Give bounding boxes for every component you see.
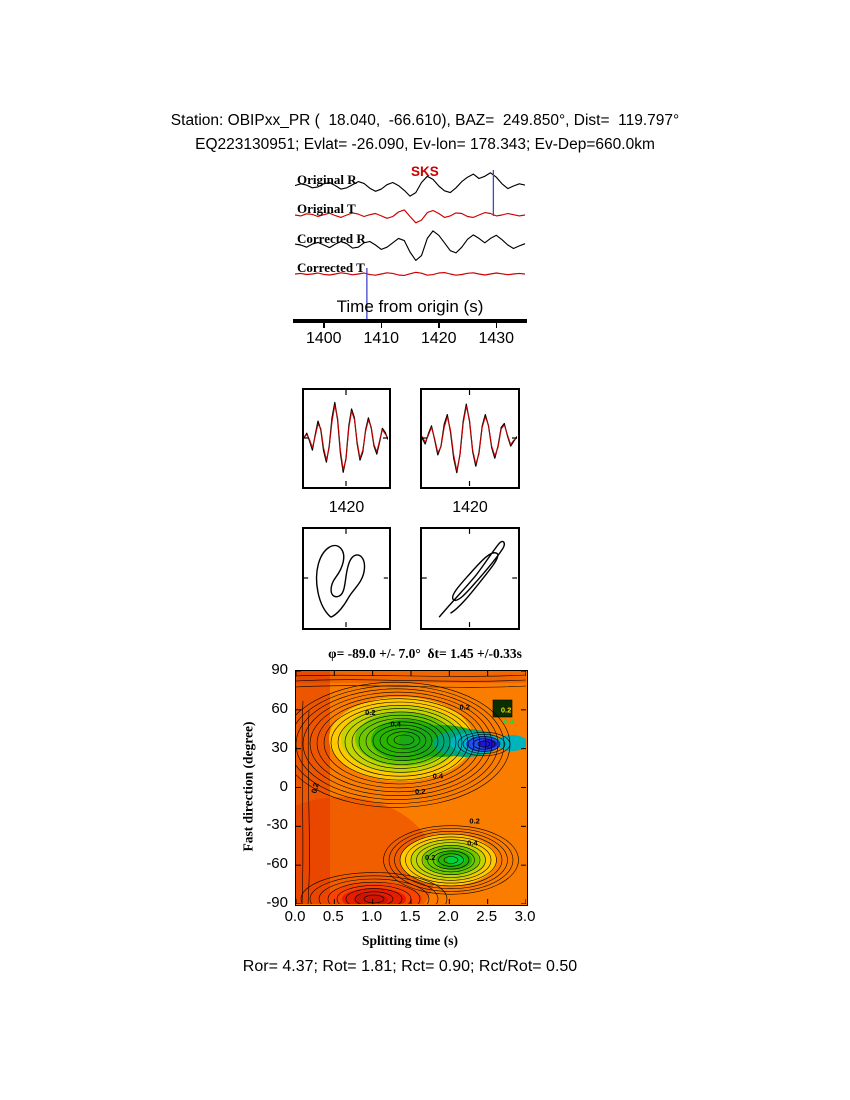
particle-motion-corrected — [422, 529, 517, 627]
time-tick-mark — [323, 322, 325, 328]
window-seismogram-box-right — [420, 388, 520, 489]
x-axis-label: Splitting time (s) — [362, 933, 458, 948]
time-tick-label: 1410 — [363, 330, 400, 347]
header-station-line: Station: OBIPxx_PR ( 18.040, -66.610), B… — [170, 112, 680, 129]
y-tick-label: -30 — [266, 816, 288, 834]
time-tick-label: 1400 — [305, 330, 342, 347]
trace-label-corrected-t: Corrected T — [297, 260, 365, 275]
x-tick-label: 1.0 — [361, 908, 383, 925]
trace-label-original-r: Original R — [297, 172, 357, 187]
time-axis-line — [293, 319, 527, 323]
x-tick-label: 1.5 — [399, 908, 421, 925]
time-axis-label: Time from origin (s) — [336, 297, 484, 316]
time-tick-label: 1430 — [478, 330, 515, 347]
contour-label: 0.2 — [425, 853, 435, 862]
error-surface-plot: 0.2 0.2 0.4 0.4 0.2 0.2 0.2 0.4 0.2 0.2 0.4 — [295, 670, 528, 906]
window-time-label-right: 1420 — [452, 499, 488, 516]
x-tick-label: 0.0 — [284, 908, 306, 925]
time-tick-mark — [438, 322, 440, 328]
particle-motion-original — [304, 529, 388, 627]
x-tick-label: 0.5 — [322, 908, 344, 925]
contour-label: 0.2 — [309, 782, 320, 794]
seismogram-traces — [295, 170, 525, 319]
x-tick-label: 3.0 — [514, 908, 536, 925]
footer-statistics: Ror= 4.37; Rot= 1.81; Rct= 0.90; Rct/Rot… — [242, 958, 578, 975]
y-tick-label: -90 — [266, 894, 288, 911]
trace-label-corrected-r: Corrected R — [297, 231, 366, 246]
window-seismogram-left — [304, 390, 388, 486]
header-event-line: EQ223130951; Evlat= -26.090, Ev-lon= 178… — [195, 136, 655, 153]
y-tick-label: 90 — [271, 661, 288, 678]
x-tick-label: 2.0 — [437, 908, 459, 925]
x-tick-label: 2.5 — [476, 908, 498, 925]
window-time-label-left: 1420 — [328, 499, 365, 516]
y-tick-label: 30 — [271, 738, 288, 756]
error-surface-map: 0.2 0.2 0.4 0.4 0.2 0.2 0.2 0.4 0.2 0.2 0.4 — [296, 671, 526, 904]
contour-label: 0.2 — [501, 705, 511, 714]
contour-label: 0.2 — [459, 703, 469, 712]
seismogram-panel: Original R Original T Corrected R Correc… — [295, 164, 525, 320]
contour-label: 0.2 — [469, 817, 479, 826]
best-fit-title: φ= -89.0 +/- 7.0° δt= 1.45 +/-0.33s — [328, 646, 522, 661]
contour-label: 0.4 — [504, 717, 515, 726]
contour-label: 0.2 — [415, 787, 425, 796]
phase-label-sks: SKS — [411, 164, 439, 179]
y-tick-label: 60 — [271, 699, 288, 717]
y-tick-label: -60 — [266, 855, 288, 873]
contour-label: 0.4 — [390, 720, 401, 729]
time-tick-mark — [495, 322, 497, 328]
window-seismogram-right — [422, 390, 517, 486]
time-tick-label: 1420 — [420, 330, 457, 347]
particle-motion-box-original — [302, 527, 391, 630]
contour-label: 0.4 — [467, 839, 478, 848]
contour-label: 0.4 — [433, 771, 444, 780]
time-tick-mark — [380, 322, 382, 328]
contour-label: 0.2 — [365, 708, 375, 717]
window-seismogram-box-left — [302, 388, 391, 489]
y-tick-label: 0 — [279, 777, 288, 795]
particle-motion-box-corrected — [420, 527, 520, 630]
trace-label-original-t: Original T — [297, 201, 356, 216]
